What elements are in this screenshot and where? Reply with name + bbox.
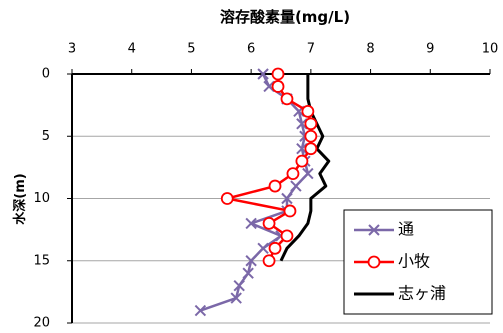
series-0-point-8-b [302, 167, 314, 180]
series-0-point-14-b [257, 242, 269, 255]
series-0-point-1-b [263, 80, 275, 93]
series-2-line [279, 74, 331, 262]
legend-item-2: 志ヶ浦 [354, 284, 446, 303]
y-tick-label-15: 15 [33, 253, 50, 268]
series-0-point-19-b [194, 304, 207, 317]
x-tick-label-6: 6 [247, 42, 255, 57]
series-0-point-6 [296, 142, 308, 155]
series-1-point-14 [268, 241, 282, 255]
legend-item-0-marker [368, 224, 380, 236]
x-tick-label-7: 7 [307, 42, 315, 57]
series-0-point-19 [194, 304, 207, 317]
x-tick-label-10: 10 [482, 42, 499, 57]
series-0-point-4 [296, 118, 308, 130]
series-1-point-4 [304, 117, 318, 131]
x-tick-label-3: 3 [68, 42, 76, 57]
series-0-point-4-b [296, 118, 308, 130]
series-1-point-3 [301, 104, 315, 118]
series-0-point-16-b [242, 267, 254, 279]
series-0-line [199, 73, 310, 312]
series-1-point-9 [268, 179, 282, 193]
series-0-point-8 [302, 167, 314, 180]
legend-item-0: 通 [354, 220, 414, 239]
x-tick-label-4: 4 [128, 42, 136, 57]
series-0-point-16 [242, 267, 254, 279]
y-tick-label-10: 10 [33, 191, 50, 206]
series-1-line [226, 74, 313, 262]
y-tick-label-0: 0 [42, 67, 50, 82]
y-tick-label-20: 20 [33, 316, 50, 331]
y-tick-label-5: 5 [42, 129, 50, 144]
legend-item-1-label: 小牧 [398, 252, 430, 271]
legend-item-2-label: 志ヶ浦 [398, 284, 446, 303]
series-1-point-7 [295, 154, 309, 168]
series-0-point-17 [233, 279, 245, 292]
series-0-point-15-b [245, 255, 257, 267]
series-1-point-13 [280, 229, 294, 243]
series-1-point-2 [280, 92, 294, 106]
series-layer [194, 67, 331, 317]
x-tick-label-8: 8 [366, 42, 374, 57]
series-0-point-6-b [296, 142, 308, 155]
series-0-point-12 [245, 217, 257, 230]
series-0-point-18-b [230, 292, 242, 304]
series-1-point-0 [271, 67, 285, 81]
series-1-point-1 [271, 80, 285, 93]
legend-item-1: 小牧 [354, 252, 430, 271]
series-0-point-17-b [233, 279, 245, 292]
series-2 [279, 74, 331, 262]
series-0-point-9 [290, 180, 302, 192]
series-1-point-10 [220, 192, 234, 205]
series-0-point-9-b [290, 180, 302, 192]
series-0-point-10 [281, 192, 293, 205]
series-0-point-0-b [257, 68, 269, 80]
series-1-point-11 [283, 204, 297, 218]
series-0-point-14 [257, 242, 269, 255]
series-1-point-12 [262, 216, 276, 230]
series-0-point-15 [245, 255, 257, 267]
series-0-point-0 [257, 68, 269, 80]
series-0-point-10-b [281, 192, 293, 205]
series-0-point-1 [263, 80, 275, 93]
legend-item-0-marker-b [368, 224, 380, 236]
y-axis-title: 水深(m) [12, 173, 28, 224]
series-1-point-8 [286, 167, 300, 181]
series-1-point-15 [262, 254, 276, 268]
series-0-point-12-b [245, 217, 257, 230]
chart-title: 溶存酸素量(mg/L) [220, 8, 350, 26]
series-1-point-6 [304, 142, 318, 156]
series-1-point-5 [304, 129, 318, 143]
series-1 [220, 67, 318, 268]
legend-item-0-label: 通 [398, 220, 414, 239]
x-tick-label-9: 9 [426, 42, 434, 57]
series-0-point-18 [230, 292, 242, 304]
legend-item-1-marker [367, 255, 381, 269]
x-tick-label-5: 5 [187, 42, 195, 57]
